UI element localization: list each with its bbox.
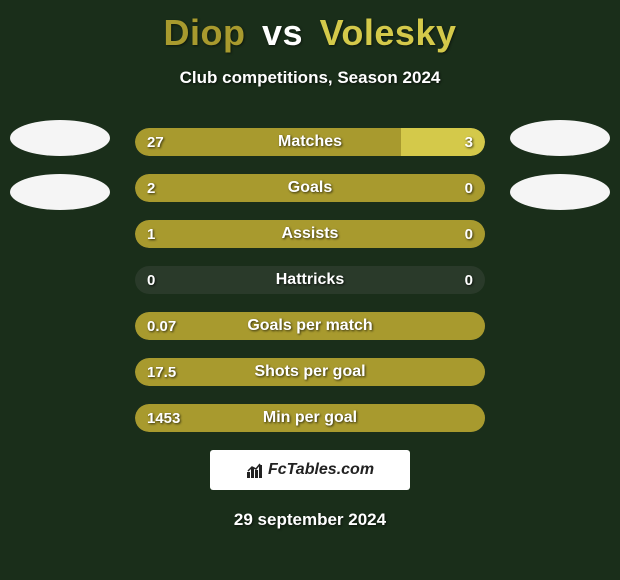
comparison-bars: 273Matches 20Goals 10Assists 00Hattricks 0.0… — [135, 128, 485, 432]
chart-icon — [246, 461, 264, 479]
stat-row: 00Hattricks — [135, 266, 485, 294]
stat-label: Goals — [135, 174, 485, 202]
stat-label: Hattricks — [135, 266, 485, 294]
player2-avatar-row2 — [510, 174, 610, 210]
stat-label: Min per goal — [135, 404, 485, 432]
player1-avatar-row2 — [10, 174, 110, 210]
stat-row: 0.07Goals per match — [135, 312, 485, 340]
watermark: FcTables.com — [210, 450, 410, 490]
vs-text: vs — [262, 12, 303, 53]
date: 29 september 2024 — [0, 510, 620, 530]
player2-avatar-row1 — [510, 120, 610, 156]
stat-row: 273Matches — [135, 128, 485, 156]
stat-row: 17.5Shots per goal — [135, 358, 485, 386]
watermark-text: FcTables.com — [268, 461, 374, 479]
player1-name: Diop — [164, 12, 246, 53]
stat-label: Goals per match — [135, 312, 485, 340]
player2-name: Volesky — [320, 12, 457, 53]
player1-avatar-row1 — [10, 120, 110, 156]
stat-row: 1453Min per goal — [135, 404, 485, 432]
stat-label: Shots per goal — [135, 358, 485, 386]
page-title: Diop vs Volesky — [0, 0, 620, 54]
stat-row: 20Goals — [135, 174, 485, 202]
stat-row: 10Assists — [135, 220, 485, 248]
stat-label: Assists — [135, 220, 485, 248]
stat-label: Matches — [135, 128, 485, 156]
subtitle: Club competitions, Season 2024 — [0, 68, 620, 88]
